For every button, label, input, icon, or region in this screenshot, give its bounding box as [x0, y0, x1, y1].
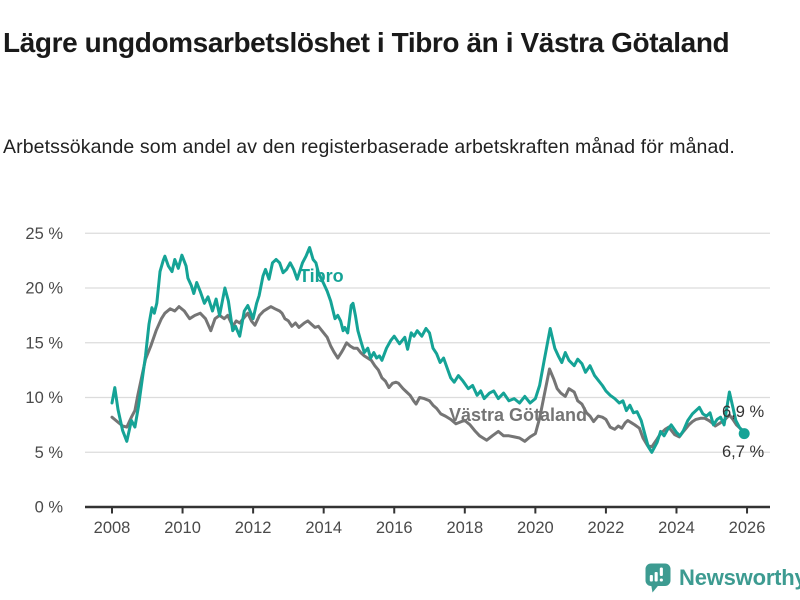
- page-title: Lägre ungdomsarbetslöshet i Tibro än i V…: [3, 26, 730, 58]
- newsworthy-logo-text: Newsworthy: [679, 565, 800, 590]
- y-tick-label: 25 %: [25, 225, 63, 243]
- tibro-series-label: Tibro: [299, 266, 344, 286]
- tibro-line: [110, 246, 746, 454]
- y-tick-label: 15 %: [25, 334, 63, 352]
- x-tick-label: 2024: [658, 519, 695, 537]
- x-tick-label: 2020: [517, 519, 554, 537]
- x-tick-label: 2026: [729, 519, 766, 537]
- y-tick-label: 20 %: [25, 280, 63, 298]
- page-subtitle: Arbetssökande som andel av den registerb…: [3, 135, 735, 158]
- y-tick-label: 5 %: [35, 444, 64, 462]
- y-tick-label: 10 %: [25, 389, 63, 407]
- end-value-label-vastra-gotaland: 6,9 %: [722, 403, 765, 421]
- newsworthy-logo-icon: [645, 563, 671, 593]
- x-tick-label: 2016: [376, 519, 413, 537]
- x-tick-label: 2008: [94, 519, 131, 537]
- x-tick-label: 2018: [446, 519, 483, 537]
- x-tick-label: 2012: [235, 519, 272, 537]
- v-stra-g-taland-line: [110, 305, 746, 449]
- x-tick-label: 2014: [305, 519, 342, 537]
- y-tick-label: 0 %: [35, 499, 64, 517]
- x-tick-label: 2022: [588, 519, 625, 537]
- tibro-end-dot: [738, 428, 750, 440]
- newsworthy-logo: Newsworthy: [645, 563, 800, 593]
- vastra-gotaland-series-label: Västra Götaland: [449, 405, 587, 425]
- x-tick-label: 2010: [164, 519, 201, 537]
- end-value-label-tibro: 6,7 %: [722, 443, 765, 461]
